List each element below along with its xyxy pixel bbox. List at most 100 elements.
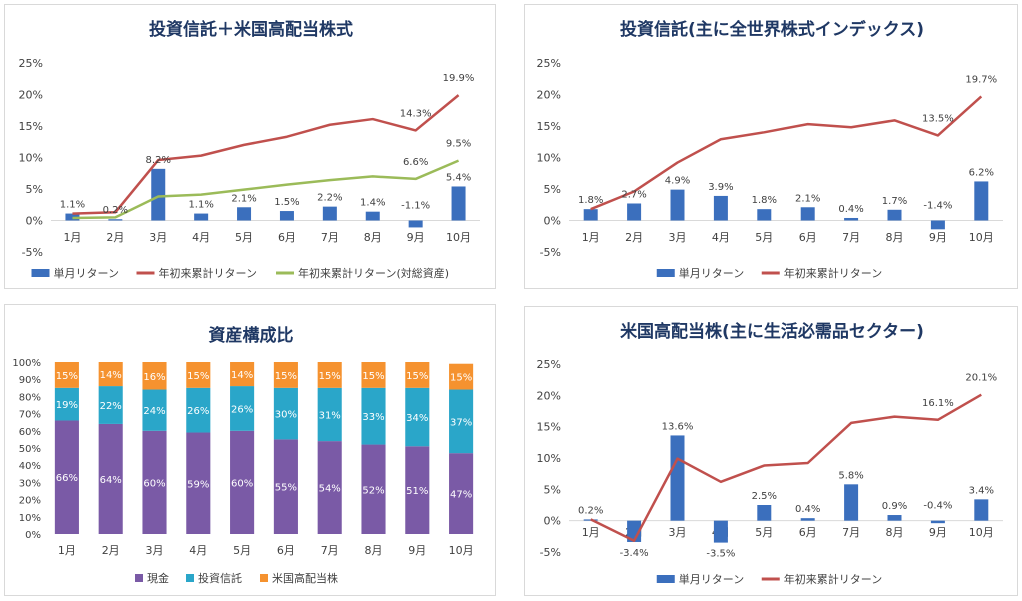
y-tick-label: 0% bbox=[544, 515, 561, 528]
bar-data-label: 0.2% bbox=[578, 505, 603, 516]
bar-data-label: 13.6% bbox=[662, 421, 694, 432]
allocation-data-label: 22% bbox=[100, 401, 122, 412]
bar-data-label: 1.8% bbox=[578, 195, 603, 206]
y-tick-label: -5% bbox=[540, 246, 561, 259]
legend-label: 現金 bbox=[147, 571, 169, 585]
bar-data-label: -0.4% bbox=[923, 501, 952, 512]
chart-panel-fund-return: 投資信託(主に全世界株式インデックス) 25% 20% 15% 10% 5% 0% -5% 1月… bbox=[524, 4, 1018, 289]
allocation-data-label: 37% bbox=[450, 417, 472, 428]
bar-data-label: 8.2% bbox=[146, 155, 171, 166]
y-tick-label: 15% bbox=[537, 120, 561, 133]
y-tick-label: 40% bbox=[19, 461, 41, 472]
x-tick-label: 8月 bbox=[886, 231, 904, 244]
y-tick-label: 0% bbox=[544, 215, 561, 228]
total-return-chart: 投資信託＋米国高配当株式 25% 20% 15% 10% 5% 0% -5% 1月 2月 3月 4月 5… bbox=[19, 19, 480, 280]
bar-data-label: 1.7% bbox=[882, 196, 907, 207]
monthly-return-bar bbox=[237, 207, 252, 221]
bar-data-label: 1.4% bbox=[360, 198, 385, 209]
monthly-return-bar bbox=[194, 213, 209, 221]
asset-allocation-chart: 資産構成比 100% 90% 80% 70% 60% 50% 40% 30% 20% 10% 0% 1月… bbox=[12, 325, 474, 585]
x-tick-label: 9月 bbox=[408, 544, 426, 557]
y-tick-label: 5% bbox=[544, 183, 561, 196]
allocation-data-label: 16% bbox=[143, 372, 165, 383]
legend-label: 単月リターン bbox=[679, 572, 744, 586]
y-tick-label: 20% bbox=[537, 89, 561, 102]
allocation-bar-cash bbox=[317, 441, 342, 534]
allocation-data-label: 24% bbox=[143, 406, 165, 417]
x-tick-label: 7月 bbox=[842, 526, 860, 539]
bar-data-label: 1.8% bbox=[752, 195, 777, 206]
monthly-return-bar bbox=[670, 435, 685, 521]
allocation-bar-trust bbox=[405, 387, 430, 447]
chart-title: 米国高配当株(主に生活必需品セクター) bbox=[620, 321, 924, 342]
allocation-bar-stock bbox=[98, 362, 123, 387]
allocation-data-label: 31% bbox=[319, 410, 341, 421]
allocation-bar-cash bbox=[54, 420, 79, 534]
allocation-data-label: 19% bbox=[56, 400, 78, 411]
line-data-label: 13.5% bbox=[922, 113, 954, 124]
legend-swatch-bar bbox=[656, 575, 675, 583]
monthly-return-bar bbox=[887, 209, 902, 221]
allocation-data-label: 47% bbox=[450, 490, 472, 501]
allocation-data-label: 15% bbox=[56, 371, 78, 382]
allocation-bar-cash bbox=[98, 423, 123, 534]
chart-panel-asset-allocation: 資産構成比 100% 90% 80% 70% 60% 50% 40% 30% 20% 10% 0% 1月… bbox=[4, 304, 496, 596]
allocation-bar-cash bbox=[273, 439, 298, 534]
allocation-data-label: 26% bbox=[231, 404, 253, 415]
line-data-label: 9.5% bbox=[446, 139, 471, 150]
cumulative-return-line-line_red bbox=[590, 95, 983, 211]
allocation-data-label: 51% bbox=[406, 486, 428, 497]
x-tick-label: 2月 bbox=[102, 544, 120, 557]
x-tick-label: 1月 bbox=[582, 526, 600, 539]
legend-swatch-bar bbox=[31, 269, 50, 277]
allocation-data-label: 30% bbox=[275, 410, 297, 421]
x-tick-label: 7月 bbox=[321, 231, 339, 244]
allocation-data-label: 26% bbox=[187, 406, 209, 417]
allocation-bar-cash bbox=[361, 444, 386, 534]
y-tick-label: 10% bbox=[19, 513, 41, 524]
bar-data-label: 2.5% bbox=[752, 491, 777, 502]
y-tick-label: 10% bbox=[19, 152, 43, 165]
chart-title: 投資信託(主に全世界株式インデックス) bbox=[620, 19, 924, 40]
legend-label: 単月リターン bbox=[54, 266, 119, 280]
allocation-bar-stock bbox=[317, 362, 342, 388]
bar-data-label: 1.5% bbox=[274, 197, 299, 208]
y-tick-label: 100% bbox=[12, 358, 41, 369]
monthly-return-bar bbox=[151, 168, 166, 221]
bar-data-label: 1.1% bbox=[60, 200, 85, 211]
legend-swatch-cash bbox=[135, 574, 143, 582]
monthly-return-bar bbox=[974, 499, 989, 521]
x-tick-label: 4月 bbox=[712, 231, 730, 244]
x-tick-label: 4月 bbox=[192, 231, 210, 244]
y-tick-label: 10% bbox=[537, 452, 561, 465]
y-tick-label: 60% bbox=[19, 427, 41, 438]
legend-label: 年初来累計リターン bbox=[784, 572, 882, 586]
bar-data-label: -3.4% bbox=[620, 548, 649, 559]
monthly-return-bar bbox=[365, 211, 380, 221]
monthly-return-bar bbox=[670, 189, 685, 221]
monthly-return-bar bbox=[627, 203, 642, 221]
cumulative-return-line-line_red bbox=[590, 393, 982, 542]
monthly-return-bar bbox=[844, 217, 859, 221]
line-data-label: 14.3% bbox=[400, 108, 432, 119]
monthly-return-bar bbox=[930, 220, 945, 230]
bar-data-label: 5.4% bbox=[446, 172, 471, 183]
allocation-bar-stock bbox=[405, 362, 430, 388]
allocation-bar-cash bbox=[142, 430, 167, 534]
chart-panel-us-dividend-return: 米国高配当株(主に生活必需品セクター) 25% 20% 15% 10% 5% 0% -5% 1月… bbox=[524, 306, 1018, 596]
allocation-data-label: 66% bbox=[56, 473, 78, 484]
legend-label: 年初来累計リターン bbox=[159, 266, 257, 280]
x-tick-label: 9月 bbox=[407, 231, 425, 244]
monthly-return-bar bbox=[279, 211, 294, 221]
allocation-bar-stock bbox=[142, 362, 167, 390]
allocation-bar-stock bbox=[230, 362, 255, 387]
line-data-label: 19.9% bbox=[443, 73, 475, 84]
allocation-data-label: 15% bbox=[362, 371, 384, 382]
bar-data-label: 2.1% bbox=[231, 193, 256, 204]
allocation-bar-trust bbox=[449, 389, 474, 454]
line-data-label: 20.1% bbox=[965, 373, 997, 384]
allocation-bar-trust bbox=[230, 386, 255, 431]
allocation-data-label: 55% bbox=[275, 483, 297, 494]
y-tick-label: 15% bbox=[19, 120, 43, 133]
y-tick-label: 0% bbox=[25, 530, 41, 541]
